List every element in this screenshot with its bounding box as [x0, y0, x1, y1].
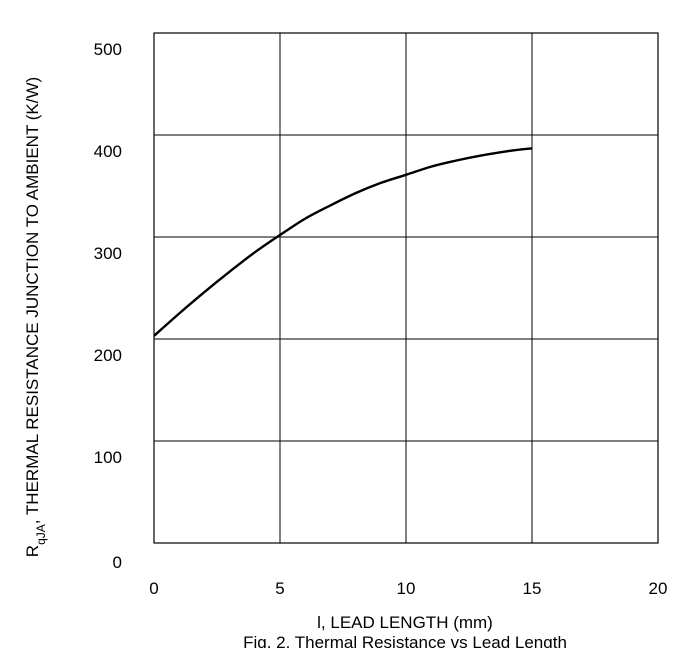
x-tick-label: 5	[275, 579, 284, 598]
x-axis-label: l, LEAD LENGTH (mm)	[317, 613, 493, 632]
series-line	[153, 147, 533, 337]
y-axis-label-main: R	[23, 545, 42, 557]
y-tick-label: 400	[94, 142, 122, 161]
x-tick-label: 10	[397, 579, 416, 598]
y-tick-label: 300	[94, 244, 122, 263]
plot-frame	[153, 32, 659, 544]
y-tick-label: 0	[113, 553, 122, 572]
y-tick-label: 200	[94, 346, 122, 365]
x-tick-label: 15	[523, 579, 542, 598]
x-tick-label: 0	[149, 579, 158, 598]
grid-lines	[153, 32, 659, 544]
y-axis-label-subscript: qJA	[34, 524, 48, 545]
y-axis-label-rest: , THERMAL RESISTANCE JUNCTION TO AMBIENT…	[23, 77, 42, 524]
y-tick-labels: 0 100 200 300 400 500	[94, 40, 122, 572]
y-tick-label: 100	[94, 448, 122, 467]
figure-caption: Fig. 2. Thermal Resistance vs Lead Lengt…	[243, 633, 567, 648]
x-tick-labels: 0 5 10 15 20	[149, 579, 667, 598]
y-tick-label: 500	[94, 40, 122, 59]
y-axis-label: RqJA, THERMAL RESISTANCE JUNCTION TO AMB…	[23, 77, 48, 557]
x-tick-label: 20	[649, 579, 668, 598]
